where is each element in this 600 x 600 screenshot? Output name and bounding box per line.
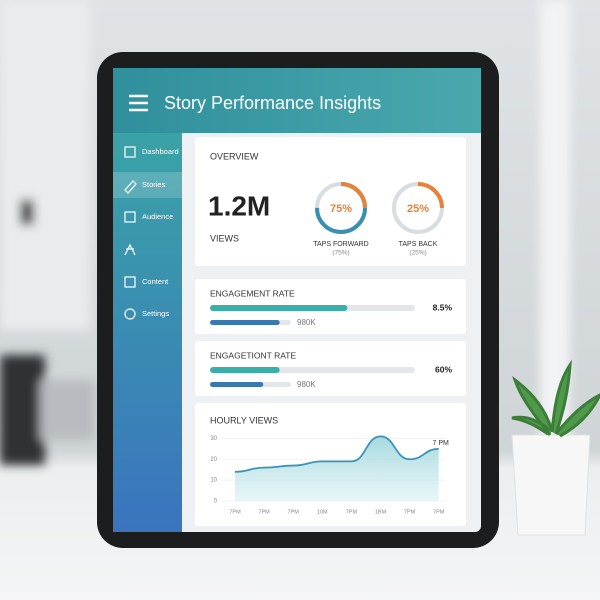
- bar-fill: [210, 367, 280, 373]
- x-tick-label: 7PM: [346, 509, 358, 515]
- annotation: 7 PM: [433, 440, 450, 447]
- x-tick-label: 7PM: [258, 509, 270, 515]
- bar-fill: [210, 305, 348, 311]
- sidebar-icons: [124, 146, 137, 320]
- gauge-label: 75%: [330, 203, 352, 215]
- blurred-office: [0, 0, 570, 465]
- sub-bar-label: 980K: [297, 318, 316, 327]
- y-tick-label: 0: [214, 499, 218, 505]
- x-tick-label: 1BM: [375, 509, 387, 515]
- panel-title: ENGAGETIONT RATE: [210, 350, 296, 360]
- panel-value: 8.5%: [433, 302, 453, 312]
- y-tick-label: 10: [210, 478, 217, 484]
- x-tick-label: 10M: [317, 509, 328, 515]
- y-tick-label: 20: [210, 457, 217, 463]
- menu-icon[interactable]: [129, 94, 148, 112]
- overview-title: OVERVIEW: [210, 151, 259, 161]
- x-tick-label: 7PM: [288, 509, 300, 515]
- y-tick-label: 30: [210, 436, 217, 442]
- gauge-arc-accent: [315, 182, 367, 234]
- gauge-sub: (25%): [409, 250, 426, 257]
- x-tick-label: 7PM: [229, 509, 241, 515]
- header-bar: [113, 68, 481, 133]
- chart-title: HOURLY VIEWS: [210, 415, 278, 425]
- x-tick-label: 7PM: [433, 509, 445, 515]
- active-item-highlight: [113, 172, 182, 198]
- area: [235, 436, 439, 501]
- panel-title: ENGAGEMENT RATE: [210, 288, 295, 298]
- views-value: 1.2M: [208, 190, 270, 221]
- sidebar-item[interactable]: Stories: [142, 180, 166, 189]
- plant: [511, 359, 600, 536]
- overview-card: [195, 137, 466, 266]
- gauge-name: TAPS BACK: [399, 241, 438, 248]
- header-title: Story Performance Insights: [164, 93, 381, 113]
- sidebar: [113, 133, 182, 532]
- gauge-arc: [392, 182, 444, 234]
- sub-bar-label: 980K: [297, 380, 316, 389]
- sub-bar-fill: [210, 382, 264, 387]
- gauge-name: TAPS FORWARD: [313, 241, 368, 248]
- gauge-label: 25%: [407, 203, 429, 215]
- panel-value: 60%: [435, 364, 452, 374]
- x-tick-label: 7PM: [404, 509, 416, 515]
- sidebar-item[interactable]: Audience: [142, 212, 173, 221]
- sidebar-item[interactable]: Dashboard: [142, 147, 179, 156]
- sidebar-item[interactable]: Content: [142, 277, 169, 286]
- views-label: VIEWS: [210, 233, 239, 243]
- line: [234, 435, 439, 473]
- gauge-sub: (75%): [332, 250, 349, 257]
- sidebar-item[interactable]: Settings: [142, 309, 169, 318]
- sub-bar-fill: [210, 320, 280, 325]
